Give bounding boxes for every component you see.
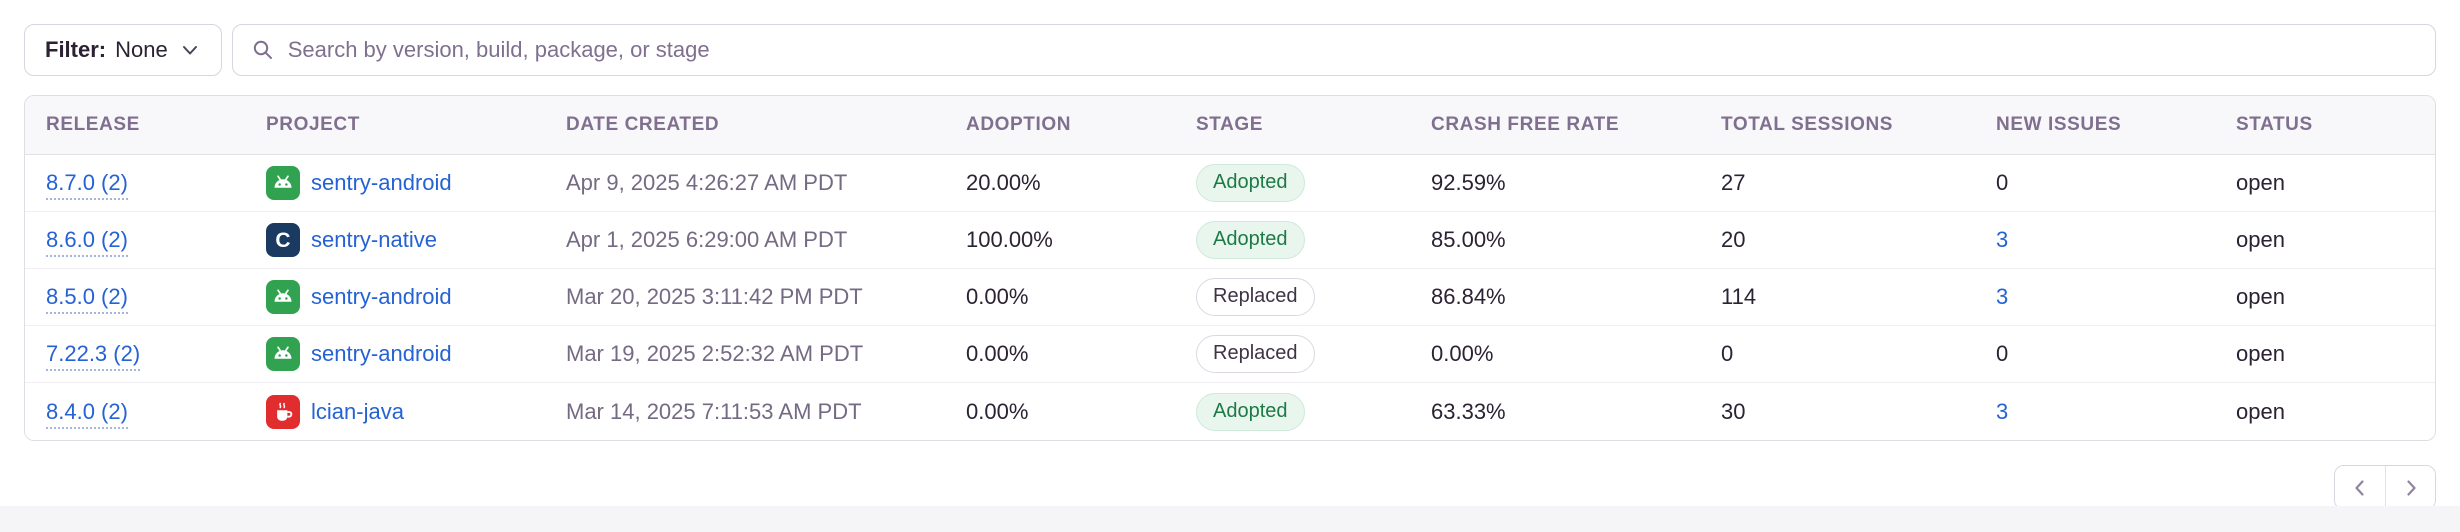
filter-value: None — [115, 37, 168, 62]
native-platform-icon: C — [266, 223, 300, 257]
project-link[interactable]: sentry-android — [311, 284, 452, 309]
table-row: 8.4.0 (2) lcian-java Mar 14, 2025 7:11:5… — [25, 383, 2435, 440]
column-header-stage: STAGE — [1196, 114, 1264, 135]
table-row: 8.6.0 (2) C sentry-native Apr 1, 2025 6:… — [25, 212, 2435, 269]
new-issues-link[interactable]: 3 — [1996, 284, 2009, 309]
pagination-previous-button[interactable] — [2335, 466, 2385, 509]
chevron-right-icon — [2406, 479, 2416, 496]
release-link[interactable]: 8.4.0 (2) — [46, 398, 128, 429]
adoption-value: 20.00% — [966, 170, 1041, 195]
release-link[interactable]: 8.5.0 (2) — [46, 284, 128, 314]
column-header-crash-free-rate: CRASH FREE RATE — [1431, 114, 1620, 135]
status-value: open — [2236, 284, 2285, 309]
total-sessions-value: 114 — [1721, 284, 1757, 309]
stage-badge: Replaced — [1196, 335, 1315, 373]
date-created-value: Apr 9, 2025 4:26:27 AM PDT — [566, 170, 848, 195]
new-issues-value: 0 — [1996, 170, 2009, 195]
status-value: open — [2236, 398, 2285, 424]
filter-button[interactable]: Filter: None — [24, 24, 222, 76]
release-link[interactable]: 8.6.0 (2) — [46, 227, 128, 257]
release-link[interactable]: 7.22.3 (2) — [46, 341, 141, 371]
search-input[interactable] — [287, 37, 2417, 63]
chevron-left-icon — [2355, 479, 2364, 496]
total-sessions-value: 0 — [1721, 341, 1734, 366]
table-body: 8.7.0 (2) sentry-android Apr 9, 2025 4:2… — [25, 155, 2435, 440]
column-header-release: RELEASE — [46, 114, 140, 135]
table-row: 7.22.3 (2) sentry-android Mar 19, 2025 2… — [25, 326, 2435, 383]
date-created-value: Mar 20, 2025 3:11:42 PM PDT — [566, 284, 863, 309]
date-created-value: Apr 1, 2025 6:29:00 AM PDT — [566, 227, 848, 252]
column-header-project: PROJECT — [266, 114, 360, 135]
pagination-next-button[interactable] — [2385, 466, 2435, 509]
android-platform-icon — [266, 166, 300, 200]
column-header-adoption: ADOPTION — [966, 114, 1072, 135]
table-row: 8.7.0 (2) sentry-android Apr 9, 2025 4:2… — [25, 155, 2435, 212]
project-link[interactable]: sentry-android — [311, 341, 452, 366]
date-created-value: Mar 14, 2025 7:11:53 AM PDT — [566, 398, 862, 424]
java-platform-icon — [266, 394, 300, 429]
toolbar: Filter: None — [24, 24, 2436, 76]
search-box[interactable] — [231, 24, 2436, 76]
new-issues-link[interactable]: 3 — [1996, 398, 2009, 424]
new-issues-value: 0 — [1996, 341, 2009, 366]
search-icon — [253, 40, 272, 59]
new-issues-link[interactable]: 3 — [1996, 227, 2009, 252]
total-sessions-value: 20 — [1721, 227, 1746, 252]
stage-badge: Adopted — [1196, 164, 1305, 202]
android-platform-icon — [266, 280, 300, 314]
project-link[interactable]: sentry-native — [311, 227, 437, 252]
project-link[interactable]: lcian-java — [311, 398, 404, 424]
status-value: open — [2236, 170, 2285, 195]
table-row: 8.5.0 (2) sentry-android Mar 20, 2025 3:… — [25, 269, 2435, 326]
table-header-row: RELEASE PROJECT DATE CREATED ADOPTION ST… — [25, 96, 2435, 155]
status-value: open — [2236, 341, 2285, 366]
column-header-new-issues: NEW ISSUES — [1996, 114, 2122, 135]
chevron-down-icon — [182, 46, 197, 55]
filter-label: Filter: — [45, 37, 107, 62]
adoption-value: 100.00% — [966, 227, 1053, 252]
release-link[interactable]: 8.7.0 (2) — [46, 170, 128, 200]
total-sessions-value: 27 — [1721, 170, 1746, 195]
crash-free-rate-value: 92.59% — [1431, 170, 1506, 195]
column-header-date-created: DATE CREATED — [566, 114, 720, 135]
project-link[interactable]: sentry-android — [311, 170, 452, 195]
adoption-value: 0.00% — [966, 341, 1029, 366]
column-header-status: STATUS — [2236, 114, 2313, 135]
android-platform-icon — [266, 337, 300, 371]
date-created-value: Mar 19, 2025 2:52:32 AM PDT — [566, 341, 864, 366]
pagination — [2334, 465, 2436, 510]
stage-badge: Adopted — [1196, 392, 1305, 431]
crash-free-rate-value: 86.84% — [1431, 284, 1506, 309]
stage-badge: Adopted — [1196, 221, 1305, 259]
column-header-total-sessions: TOTAL SESSIONS — [1721, 114, 1894, 135]
footer-strip — [0, 506, 2460, 532]
status-value: open — [2236, 227, 2285, 252]
crash-free-rate-value: 63.33% — [1431, 398, 1506, 424]
stage-badge: Replaced — [1196, 278, 1315, 316]
releases-table: RELEASE PROJECT DATE CREATED ADOPTION ST… — [24, 95, 2436, 441]
crash-free-rate-value: 0.00% — [1431, 341, 1494, 366]
crash-free-rate-value: 85.00% — [1431, 227, 1506, 252]
total-sessions-value: 30 — [1721, 398, 1746, 424]
adoption-value: 0.00% — [966, 398, 1029, 424]
adoption-value: 0.00% — [966, 284, 1029, 309]
